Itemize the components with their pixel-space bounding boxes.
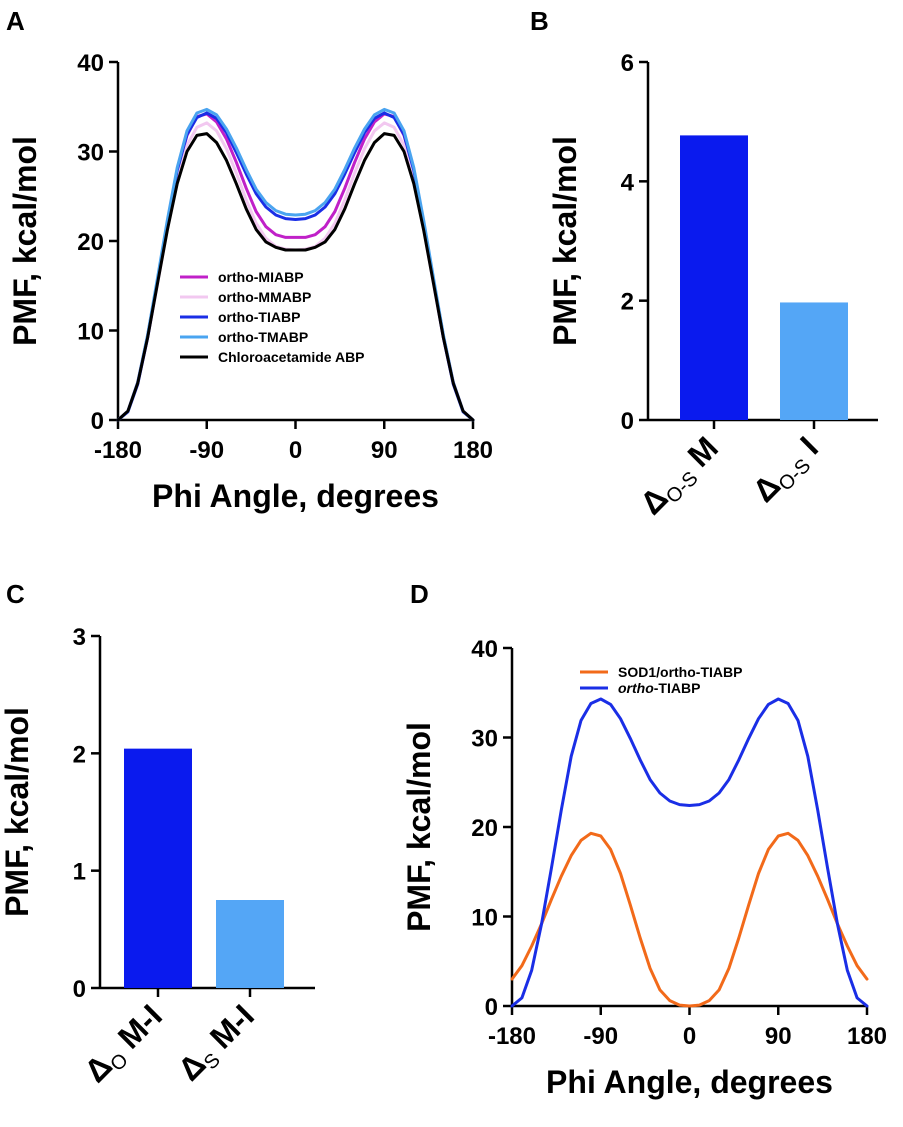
x-tick-label: -180 <box>94 437 142 464</box>
y-tick-label: 20 <box>77 229 104 256</box>
legend: ortho-MIABP ortho-MMABP ortho-TIABP ortho-T… <box>180 269 365 365</box>
y-tick-label: 4 <box>621 169 635 196</box>
series-line-1 <box>510 697 869 1008</box>
x-tick-label: ΔS M-I <box>171 997 264 1090</box>
x-tick-label: ΔO-S I <box>746 429 828 511</box>
legend-label: ortho-TIABP <box>218 309 300 325</box>
panel-b-chart: 0 2 4 6 PMF, kcal/mol ΔO-S MΔO-S I <box>547 50 878 524</box>
x-axis-title: Phi Angle, degrees <box>152 478 439 514</box>
y-tick-label: 0 <box>73 976 86 1003</box>
bar <box>780 302 848 420</box>
series-line-0 <box>510 831 869 1008</box>
bar <box>680 135 748 420</box>
y-tick-label: 2 <box>73 741 86 768</box>
y-tick-label: 3 <box>73 624 86 651</box>
y-tick-label: 0 <box>485 994 498 1021</box>
x-axis-title: Phi Angle, degrees <box>546 1064 833 1100</box>
x-tick-label: -90 <box>189 437 224 464</box>
x-tick-label: 180 <box>847 1023 887 1050</box>
y-tick-label: 40 <box>77 50 104 77</box>
legend-label: ortho-MMABP <box>218 289 311 305</box>
legend-label: Chloroacetamide ABP <box>218 349 365 365</box>
series-line-2 <box>116 111 475 422</box>
panel-d-chart: 0 10 20 30 40 PMF, kcal/mol -180 -90 0 90 180 Phi A… <box>401 636 887 1100</box>
panel-label-b: B <box>530 6 549 36</box>
y-tick-label: 30 <box>77 140 104 167</box>
y-tick-label: 6 <box>621 50 634 77</box>
series-line-4 <box>116 132 475 422</box>
panel-label-c: C <box>6 579 25 609</box>
legend-label-rest: -TIABP <box>654 680 701 696</box>
y-tick-label: 30 <box>471 726 498 753</box>
y-tick-label: 2 <box>621 289 634 316</box>
y-tick-label: 40 <box>471 636 498 663</box>
legend-label: SOD1/ortho-TIABP <box>618 664 742 680</box>
y-tick-label: 10 <box>77 319 104 346</box>
y-axis-title: PMF, kcal/mol <box>401 722 437 932</box>
bar <box>124 748 192 988</box>
y-tick-label: 20 <box>471 815 498 842</box>
series-line-3 <box>116 107 475 422</box>
legend-label: ortho-TMABP <box>218 329 308 345</box>
panel-label-a: A <box>6 6 25 36</box>
x-tick-label: -180 <box>488 1023 536 1050</box>
legend-label: ortho-TIABP <box>618 680 700 696</box>
x-tick-label: ΔO-S M <box>633 429 728 524</box>
panel-a-chart: 0 10 20 30 40 PMF, kcal/mol -180 -90 0 90 180 Phi A… <box>7 50 493 514</box>
panel-label-d: D <box>410 579 429 609</box>
bar <box>216 900 284 988</box>
legend-label: ortho-MIABP <box>218 269 304 285</box>
x-tick-label: 90 <box>371 437 398 464</box>
x-tick-label: 90 <box>765 1023 792 1050</box>
x-tick-label: ΔO M-I <box>77 997 172 1092</box>
x-tick-label: -90 <box>583 1023 618 1050</box>
y-tick-label: 0 <box>91 408 104 435</box>
x-tick-label: 180 <box>453 437 493 464</box>
panel-c-chart: 0 1 2 3 PMF, kcal/mol ΔO M-IΔS M-I <box>0 624 315 1092</box>
y-axis-title: PMF, kcal/mol <box>7 136 43 346</box>
y-tick-label: 10 <box>471 905 498 932</box>
y-tick-label: 0 <box>621 408 634 435</box>
y-axis-title: PMF, kcal/mol <box>0 707 35 917</box>
x-tick-label: 0 <box>289 437 302 464</box>
y-tick-label: 1 <box>73 859 86 886</box>
y-axis-title: PMF, kcal/mol <box>547 136 583 346</box>
series-line-0 <box>116 112 475 422</box>
x-tick-label: 0 <box>683 1023 696 1050</box>
legend-label-italic: ortho <box>618 680 654 696</box>
